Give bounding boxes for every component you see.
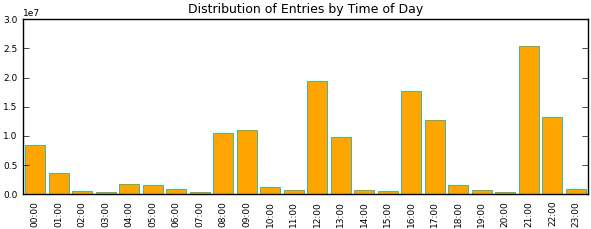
Bar: [119, 185, 139, 194]
Bar: [472, 190, 492, 194]
Bar: [543, 118, 563, 194]
Bar: [190, 193, 210, 194]
Bar: [566, 189, 586, 194]
Bar: [378, 191, 398, 194]
Bar: [331, 137, 350, 194]
Bar: [307, 81, 327, 194]
Bar: [401, 92, 421, 194]
Bar: [449, 185, 468, 194]
Title: Distribution of Entries by Time of Day: Distribution of Entries by Time of Day: [188, 3, 423, 16]
Bar: [236, 131, 256, 194]
Bar: [72, 191, 92, 194]
Bar: [213, 134, 233, 194]
Bar: [260, 187, 280, 194]
Bar: [519, 46, 539, 194]
Bar: [284, 190, 304, 194]
Bar: [142, 185, 163, 194]
Bar: [495, 193, 515, 194]
Bar: [166, 189, 186, 194]
Bar: [354, 190, 374, 194]
Bar: [96, 192, 116, 194]
Bar: [25, 145, 45, 194]
Bar: [48, 173, 69, 194]
Bar: [425, 120, 445, 194]
